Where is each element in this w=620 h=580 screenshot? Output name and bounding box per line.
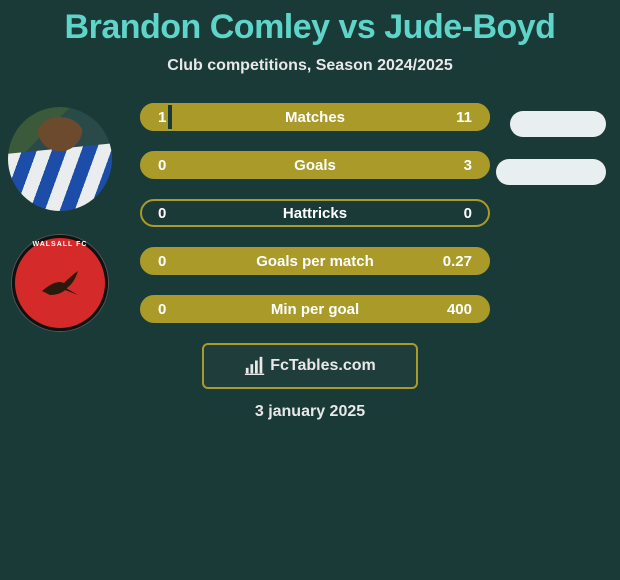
stat-right-value: 0 [464,205,472,222]
brand-text: FcTables.com [270,357,376,375]
player1-indicator-pill [510,111,606,137]
subtitle: Club competitions, Season 2024/2025 [0,57,620,75]
stat-right-value: 400 [447,301,472,318]
stat-right-value: 0.27 [443,253,472,270]
player1-avatar [8,107,112,211]
stat-row-min-per-goal: 0 Min per goal 400 [140,295,490,323]
date-text: 3 january 2025 [0,403,620,421]
stat-row-matches: 1 Matches 11 [140,103,490,131]
player2-indicator-pill [496,159,606,185]
page-title: Brandon Comley vs Jude-Boyd [0,8,620,47]
stat-label: Min per goal [142,301,488,318]
club-badge-text: WALSALL FC [12,241,108,248]
stat-label: Matches [142,109,488,126]
player2-club-badge: WALSALL FC [12,235,108,331]
swift-bird-icon [38,261,82,305]
stats-area: WALSALL FC 1 Matches 11 0 Goals 3 0 Hatt… [0,103,620,323]
bar-chart-icon [244,355,266,377]
stat-label: Goals per match [142,253,488,270]
stat-right-value: 11 [456,109,472,126]
brand-link[interactable]: FcTables.com [202,343,418,389]
stat-row-goals-per-match: 0 Goals per match 0.27 [140,247,490,275]
stat-label: Hattricks [142,205,488,222]
stat-row-hattricks: 0 Hattricks 0 [140,199,490,227]
stat-label: Goals [142,157,488,174]
comparison-card: Brandon Comley vs Jude-Boyd Club competi… [0,0,620,421]
stat-right-value: 3 [464,157,472,174]
stat-row-goals: 0 Goals 3 [140,151,490,179]
